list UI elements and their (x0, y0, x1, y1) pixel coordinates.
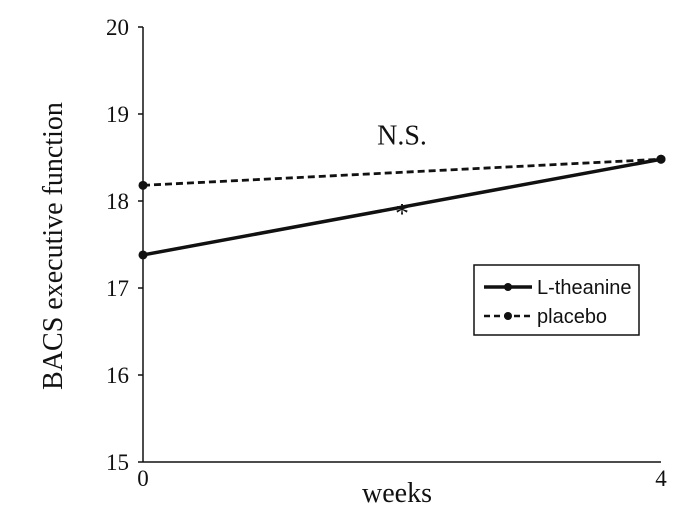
y-tick-label: 20 (106, 15, 129, 40)
significance-star: * (395, 199, 409, 230)
x-tick-label: 0 (137, 466, 149, 491)
legend: L-theanine placebo (473, 264, 640, 336)
annotation-layer: N.S. * (377, 120, 427, 229)
data-point-placebo (656, 154, 666, 164)
y-tick-label: 17 (106, 276, 129, 301)
series-line-l-theanine (142, 157, 662, 257)
series-line-placebo (142, 157, 662, 187)
data-point-placebo (138, 180, 148, 190)
legend-marker-l-theanine (504, 283, 512, 291)
legend-label-l-theanine: L-theanine (537, 277, 632, 299)
y-axis: 15 16 17 18 19 20 (106, 15, 144, 475)
y-tick-label: 19 (106, 102, 129, 127)
x-axis-title: weeks (362, 478, 432, 509)
y-axis-title: BACS executive function (38, 102, 69, 390)
legend-box (473, 264, 640, 336)
ns-label: N.S. (377, 120, 427, 151)
legend-label-placebo: placebo (537, 306, 607, 328)
x-tick-label: 4 (655, 466, 667, 491)
y-tick-label: 18 (106, 189, 129, 214)
data-point-l-theanine (138, 250, 148, 260)
series-layer (138, 154, 666, 260)
legend-marker-placebo (504, 312, 512, 320)
y-tick-label: 16 (106, 363, 129, 388)
y-tick-label: 15 (106, 450, 129, 475)
